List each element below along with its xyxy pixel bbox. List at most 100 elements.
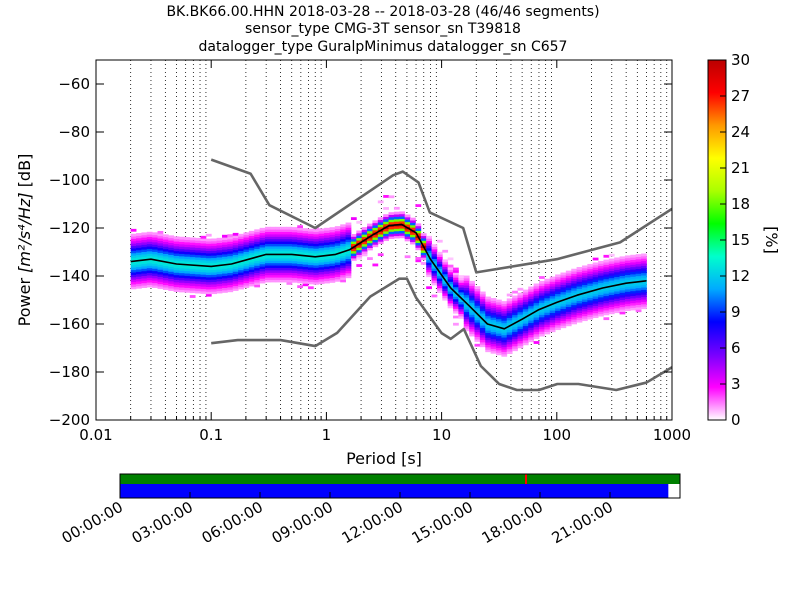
density-cell xyxy=(350,236,357,240)
density-cell xyxy=(512,290,518,294)
density-cell xyxy=(291,277,298,281)
density-cell xyxy=(254,284,261,288)
density-cell xyxy=(205,277,212,280)
density-cell xyxy=(635,309,642,313)
density-cell xyxy=(254,260,261,264)
density-cell xyxy=(146,243,153,247)
density-cell xyxy=(259,244,266,248)
density-cell xyxy=(399,221,406,224)
density-cell xyxy=(195,252,201,256)
density-cell xyxy=(254,241,261,245)
density-cell xyxy=(453,274,459,278)
density-cell xyxy=(544,295,551,299)
density-cell xyxy=(442,259,449,263)
density-cell xyxy=(630,293,637,296)
density-cell xyxy=(222,244,228,248)
density-cell xyxy=(598,294,604,298)
density-cell xyxy=(506,298,513,302)
density-cell xyxy=(179,275,185,278)
density-cell xyxy=(420,250,427,253)
density-cell xyxy=(512,336,518,340)
density-cell xyxy=(442,264,449,268)
density-cell xyxy=(544,285,551,289)
density-cell xyxy=(388,216,395,220)
density-cell xyxy=(587,292,594,296)
density-cell xyxy=(345,234,352,238)
density-cell xyxy=(592,315,599,319)
density-cell xyxy=(619,280,626,284)
density-cell xyxy=(528,303,535,307)
density-cell xyxy=(340,226,346,230)
y-tick-label: −100 xyxy=(49,171,90,189)
density-cell xyxy=(189,247,196,250)
density-cell xyxy=(522,289,529,293)
density-cell xyxy=(345,268,352,271)
density-cell xyxy=(420,247,427,251)
density-cell xyxy=(179,282,185,286)
density-cell xyxy=(485,337,492,341)
density-cell xyxy=(227,277,234,281)
density-cell xyxy=(130,238,137,242)
density-cell xyxy=(302,273,309,277)
density-cell xyxy=(544,309,551,313)
y-axis-label-prefix: Power xyxy=(15,273,34,326)
density-cell xyxy=(630,305,637,308)
density-cell xyxy=(248,230,255,234)
density-cell xyxy=(544,317,551,320)
density-cell xyxy=(598,306,604,310)
density-cell xyxy=(356,244,363,248)
density-cell xyxy=(205,248,212,252)
density-cell xyxy=(560,301,567,305)
density-cell xyxy=(329,239,336,242)
density-cell xyxy=(479,327,486,331)
density-cell xyxy=(587,297,594,301)
density-cell xyxy=(479,301,486,304)
density-cell xyxy=(195,281,201,284)
density-cell xyxy=(458,316,465,319)
density-cell xyxy=(291,236,298,240)
density-cell xyxy=(345,244,352,247)
density-cell xyxy=(608,296,615,300)
density-cell xyxy=(275,260,282,264)
density-cell xyxy=(222,266,228,269)
density-cell xyxy=(340,231,346,235)
density-cell xyxy=(168,264,175,267)
density-cell xyxy=(469,326,475,330)
density-cell xyxy=(587,283,594,286)
density-cell xyxy=(270,236,277,240)
density-cell xyxy=(136,285,142,289)
density-cell xyxy=(496,347,502,351)
density-cell xyxy=(393,214,400,217)
density-cell xyxy=(641,284,647,288)
density-cell xyxy=(538,331,545,335)
density-cell xyxy=(426,250,432,254)
density-cell xyxy=(453,286,459,290)
density-cell xyxy=(426,271,432,275)
density-cell xyxy=(340,265,346,268)
density-cell xyxy=(281,231,287,235)
density-cell xyxy=(238,274,244,278)
density-cell xyxy=(496,302,502,305)
density-cell xyxy=(533,307,540,311)
density-cell xyxy=(517,333,524,337)
density-cell xyxy=(506,303,513,307)
density-cell xyxy=(608,306,615,310)
density-cell xyxy=(560,274,567,278)
density-cell xyxy=(302,237,309,241)
density-cell xyxy=(485,313,492,317)
density-cell xyxy=(162,287,169,290)
density-cell xyxy=(630,290,637,294)
density-cell xyxy=(227,255,234,259)
density-cell xyxy=(377,217,384,221)
density-cell xyxy=(259,266,266,270)
density-cell xyxy=(205,291,212,295)
density-cell xyxy=(587,316,594,320)
density-cell xyxy=(318,250,325,253)
density-cell xyxy=(324,273,330,277)
density-cell xyxy=(157,266,164,270)
density-cell xyxy=(238,248,244,252)
density-cell xyxy=(227,267,234,271)
density-cell xyxy=(496,342,502,346)
density-cell xyxy=(624,267,631,271)
